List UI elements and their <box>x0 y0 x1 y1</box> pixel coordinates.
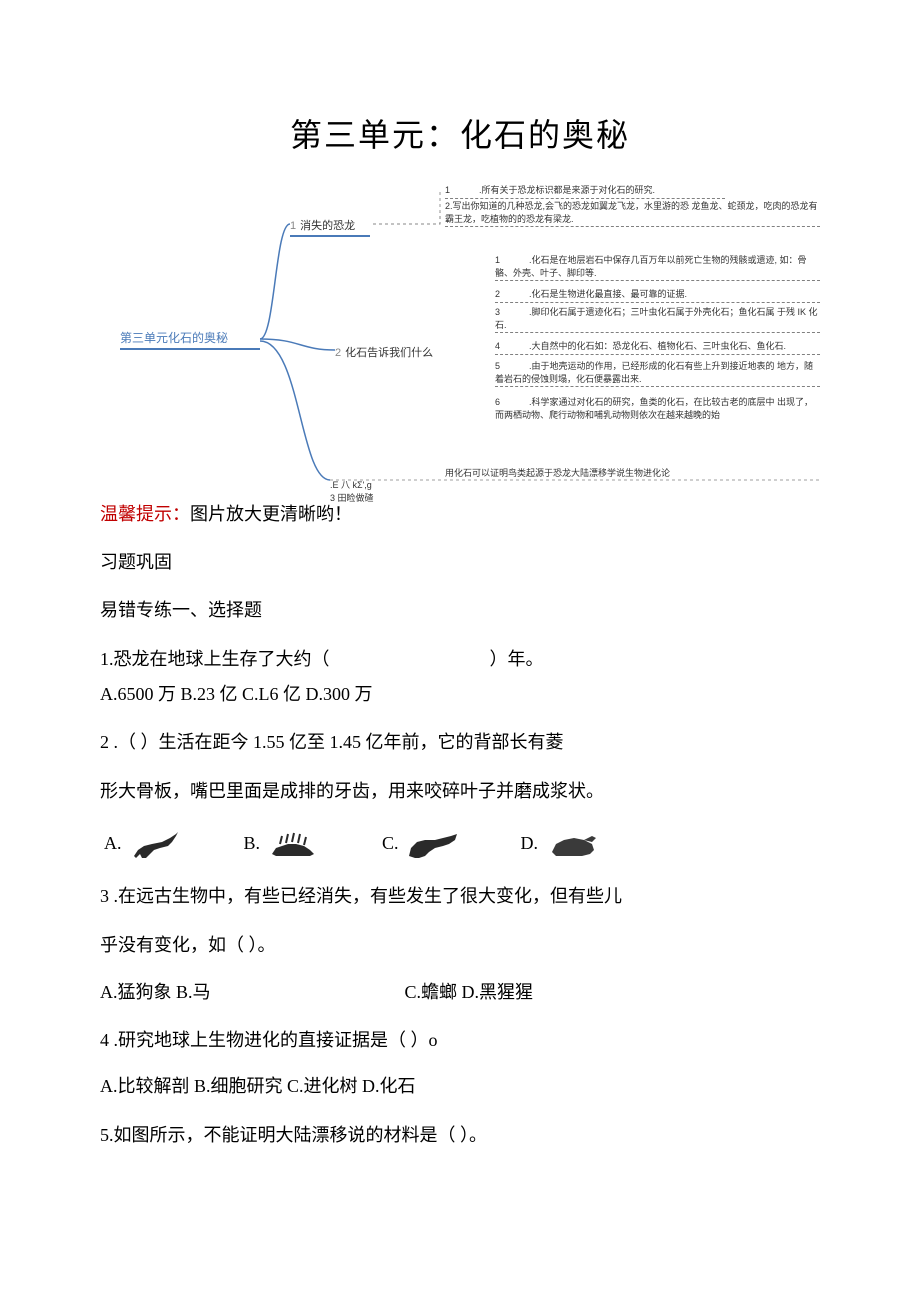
leaf-n2-2-num: 3 <box>495 306 529 319</box>
leaf-n2-3-num: 4 <box>495 340 529 353</box>
q2-opt-b-label: B. <box>244 833 261 854</box>
section-errprac: 易错专练一、选择题 <box>100 596 820 625</box>
dino-b-icon <box>266 828 322 860</box>
dino-d-icon <box>544 828 600 860</box>
leaf-n2-1-num: 2 <box>495 288 529 301</box>
leaf-n1-0-num: 1 <box>445 184 479 197</box>
q1-opts: A.6500 万 B.23 亿 C.L6 亿 D.300 万 <box>100 680 820 709</box>
q5-stem: 5.如图所示，不能证明大陆漂移说的材料是（ ）。 <box>100 1121 820 1150</box>
leaf-n2-5: 6.科学家通过对化石的研究，鱼类的化石，在比较古老的底层中 出现了，而两栖动物、… <box>495 396 820 422</box>
q2-opt-c-label: C. <box>382 833 399 854</box>
leaf-n2-2-text: .脚印化石属于遗迹化石；三叶虫化石属于外壳化石；鱼化石属 于残 IK 化石. <box>495 307 818 330</box>
hint-rest: 图片放大更清晰哟！ <box>190 504 352 524</box>
leaf-n2-2: 3.脚印化石属于遗迹化石；三叶虫化石属于外壳化石；鱼化石属 于残 IK 化石. <box>495 306 820 333</box>
section-consolidate: 习题巩固 <box>100 548 820 574</box>
q2-stem2: 形大骨板，嘴巴里面是成排的牙齿，用来咬碎叶子并磨成浆状。 <box>100 777 820 806</box>
q4-stem: 4 .研究地球上生物进化的直接证据是（ ）o <box>100 1026 820 1055</box>
dino-a-icon <box>128 828 184 860</box>
q2-options: A. B. C. D. <box>100 828 820 860</box>
node1-num: 1 <box>290 220 296 232</box>
q3-opts-a: A.猛狗象 B.马 <box>100 978 400 1004</box>
leaf-n1-1: 2.写出你知道的几种恐龙,会飞的恐龙如翼龙飞龙，水里游的恐 龙鱼龙、蛇颈龙，吃肉… <box>445 200 820 227</box>
q3-stem1: 3 .在远古生物中，有些已经消失，有些发生了很大变化，但有些儿 <box>100 882 820 911</box>
hint-line: 温馨提示：图片放大更清晰哟！ <box>100 500 820 526</box>
leaf-n2-5-text: .科学家通过对化石的研究，鱼类的化石，在比较古老的底层中 出现了，而两栖动物、爬… <box>495 397 813 420</box>
leaf-n2-4: 5.由于地壳运动的作用，已经形成的化石有些上升到接近地表的 地方，随着岩石的侵蚀… <box>495 360 820 387</box>
q2-opt-a-label: A. <box>104 833 122 854</box>
q2-opt-d: D. <box>521 828 601 860</box>
node1-label: 消失的恐龙 <box>300 220 355 232</box>
leaf-n2-1: 2.化石是生物进化最直接、最可靠的证据. <box>495 288 820 303</box>
leaf-n1-0-text: .所有关于恐龙标识都是来源于对化石的研究. <box>479 185 655 195</box>
leaf-n2-0: 1.化石是在地层岩石中保存几百万年以前死亡生物的残骸或遗迹, 如：骨骼、外壳、叶… <box>495 254 820 281</box>
leaf-n3: 用化石可以证明鸟类起源于恐龙大陆漂移学说生物进化论 <box>445 467 745 481</box>
leaf-n2-4-num: 5 <box>495 360 529 373</box>
q4-opts: A.比较解剖 B.细胞研究 C.进化树 D.化石 <box>100 1072 820 1101</box>
leaf-n2-1-text: .化石是生物进化最直接、最可靠的证据. <box>529 289 687 299</box>
q2-opt-b: B. <box>244 828 323 860</box>
leaf-n1-1-text: 2.写出你知道的几种恐龙,会飞的恐龙如翼龙飞龙，水里游的恐 龙鱼龙、蛇颈龙，吃肉… <box>445 201 818 224</box>
q1-stem: 1.恐龙在地球上生存了大约（ ）年。 <box>100 645 820 674</box>
leaf-n2-0-text: .化石是在地层岩石中保存几百万年以前死亡生物的残骸或遗迹, 如：骨骼、外壳、叶子… <box>495 255 807 278</box>
page-title: 第三单元：化石的奥秘 <box>100 110 820 156</box>
q2-opt-d-label: D. <box>521 833 539 854</box>
node2-num: 2 <box>335 347 341 359</box>
mindmap-node-2: 2 化石告诉我们什么 <box>335 344 433 360</box>
mindmap-root: 第三单元化石的奥秘 <box>120 329 260 350</box>
q3-stem2: 乎没有变化，如（ ）。 <box>100 931 820 960</box>
mindmap: 第三单元化石的奥秘 1消失的恐龙 2化石告诉我们什么 .E 八 kΣ',g 3 … <box>100 184 820 494</box>
dino-c-icon <box>405 828 461 860</box>
leaf-n2-0-num: 1 <box>495 254 529 267</box>
q3-opts-b: C.蟾螂 D.黑猩猩 <box>405 978 534 1004</box>
node2-label: 化石告诉我们什么 <box>345 347 433 359</box>
leaf-n2-4-text: .由于地壳运动的作用，已经形成的化石有些上升到接近地表的 地方，随着岩石的侵蚀则… <box>495 361 813 384</box>
q2-opt-a: A. <box>104 828 184 860</box>
q2-opt-c: C. <box>382 828 461 860</box>
q3-opts: A.猛狗象 B.马 C.蟾螂 D.黑猩猩 <box>100 978 820 1004</box>
node3-bottom: 3 田睑做碴 <box>330 491 374 504</box>
leaf-n1-0: 1.所有关于恐龙标识都是来源于对化石的研究. <box>445 184 725 199</box>
mindmap-node-1: 1 消失的恐龙 <box>290 217 370 237</box>
leaf-n2-3-text: .大自然中的化石如：恐龙化石、植物化石、三叶虫化石、鱼化石. <box>529 341 786 351</box>
mindmap-node-3: .E 八 kΣ',g 3 田睑做碴 <box>330 478 374 504</box>
leaf-n2-5-num: 6 <box>495 396 529 409</box>
node3-top: .E 八 kΣ',g <box>330 478 374 491</box>
q1-stem-a: 1.恐龙在地球上生存了大约（ <box>100 649 330 669</box>
leaf-n2-3: 4.大自然中的化石如：恐龙化石、植物化石、三叶虫化石、鱼化石. <box>495 340 820 355</box>
q1-stem-b: ）年。 <box>490 649 544 669</box>
hint-red: 温馨提示： <box>100 504 190 524</box>
q2-stem1: 2 .（ ）生活在距今 1.55 亿至 1.45 亿年前，它的背部长有菱 <box>100 728 820 757</box>
